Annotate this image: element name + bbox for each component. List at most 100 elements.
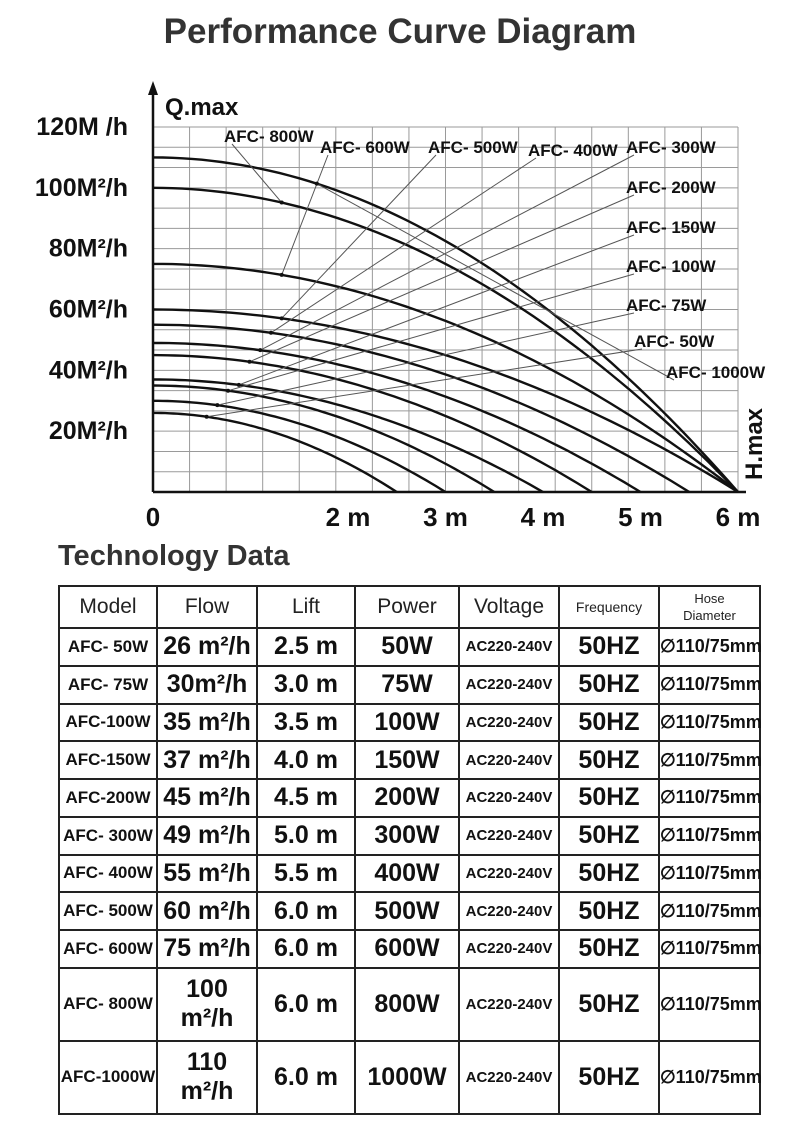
cell-lift: 3.0 m [256,664,356,705]
cell-frequency: 50HZ [558,815,660,856]
x-tick-label: 4 m [521,502,566,532]
cell-flow: 100 m²/h [156,966,258,1042]
cell-hose: ∅110/75mm [658,1039,762,1116]
cell-frequency: 50HZ [558,853,660,894]
cell-voltage: AC220-240V [458,853,560,894]
cell-lift: 4.0 m [256,740,356,780]
cell-flow: 55 m²/h [156,853,258,894]
cell-voltage: AC220-240V [458,664,560,705]
curve-afc-200w [152,353,593,494]
leader-dot [236,382,241,387]
cell-model: AFC- 50W [58,627,158,667]
table-row: AFC-1000W 110 m²/h 6.0 m 1000W AC220-240V 50H… [58,1039,762,1116]
y-tick-label: 120M /h [36,113,128,141]
leader-dot [279,272,284,277]
cell-hose: ∅110/75mm [658,815,762,856]
header-model: Model [58,585,158,629]
cell-hose: ∅110/75mm [658,664,762,705]
table-header-row: Model Flow Lift Power Voltage Frequency … [58,585,761,629]
curve-afc-50w [153,411,398,494]
y-tick-label: 40M²/h [49,356,128,384]
table-row: AFC- 600W 75 m²/h 6.0 m 600W AC220-240V 50HZ ∅… [58,929,762,969]
cell-lift: 6.0 m [256,966,356,1042]
x-tick-label: 5 m [618,502,663,532]
x-axis-title: H.max [741,407,768,480]
tech-data-title: Technology Data [58,540,290,572]
leader-dot [314,181,319,186]
curve-afc-800w [152,186,739,493]
curve-label: AFC- 50W [634,332,715,351]
leader-line [231,143,283,203]
chart-labels: AFC- 50W AFC- 75W AFC- 100W AFC- 150W AFC- 2… [224,127,766,382]
cell-hose: ∅110/75mm [658,891,762,931]
cell-flow: 75 m²/h [156,929,258,969]
cell-power: 50W [354,627,460,667]
y-tick-label: 20M²/h [49,417,128,445]
cell-lift: 6.0 m [256,929,356,969]
cell-frequency: 50HZ [558,778,660,818]
cell-frequency: 50HZ [558,891,660,931]
curve-label: AFC- 150W [626,218,717,237]
leader-dot [226,388,231,393]
header-hose-line1: Hose [694,591,725,606]
curve-label: AFC- 800W [224,127,315,146]
leader-line [238,234,635,386]
curve-label: AFC- 1000W [666,363,766,382]
curve-afc-300w [153,341,642,494]
cell-hose: ∅110/75mm [658,702,762,743]
cell-power: 500W [354,891,460,931]
cell-model: AFC-100W [58,702,158,743]
leader-dot [258,348,263,353]
table-row: AFC- 50W 26 m²/h 2.5 m 50W AC220-240V 50HZ ∅11… [58,627,762,667]
cell-flow: 35 m²/h [156,702,258,743]
y-tick-label: 100M²/h [35,174,128,202]
curve-afc-150w [153,378,544,494]
leader-dot [268,330,273,335]
cell-flow: 26 m²/h [156,627,258,667]
cell-power: 100W [354,702,460,743]
cell-power: 75W [354,664,460,705]
curve-label: AFC- 400W [528,141,619,160]
leader-dot [279,200,284,205]
header-flow: Flow [156,585,258,629]
table-row: AFC- 800W 100 m²/h 6.0 m 800W AC220-240V 50HZ… [58,966,762,1042]
leader-dot [215,403,220,408]
cell-voltage: AC220-240V [458,1039,560,1116]
leader-line [206,348,643,418]
leader-dot [204,414,209,419]
curve-label: AFC- 100W [626,257,717,276]
cell-flow: 30m²/h [156,664,258,705]
cell-power: 400W [354,853,460,894]
performance-curve-chart: 120M /h 100M²/h 80M²/h 60M²/h 40M²/h 20M²/h 0 2… [35,81,768,532]
cell-model: AFC- 600W [58,929,158,969]
cell-power: 150W [354,740,460,780]
table-row: AFC-200W 45 m²/h 4.5 m 200W AC220-240V 50HZ ∅1… [58,778,762,818]
curve-afc-75w [153,399,447,494]
cell-lift: 5.0 m [256,815,356,856]
page-title: Performance Curve Diagram [163,12,637,51]
tech-data-table: Model Flow Lift Power Voltage Frequency … [58,585,762,1116]
curve-afc-1000w [152,156,739,493]
header-voltage: Voltage [458,585,560,629]
cell-frequency: 50HZ [558,929,660,969]
cell-model: AFC- 300W [58,815,158,856]
cell-hose: ∅110/75mm [658,966,762,1042]
cell-flow: 37 m²/h [156,740,258,780]
curve-label: AFC- 75W [626,296,707,315]
cell-flow: 110 m²/h [156,1039,258,1116]
cell-lift: 5.5 m [256,853,356,894]
cell-power: 300W [354,815,460,856]
cell-model: AFC-200W [58,778,158,818]
curve-afc-400w [152,323,690,494]
table-row: AFC- 75W 30m²/h 3.0 m 75W AC220-240V 50HZ ∅110… [58,664,762,705]
table-row: AFC- 300W 49 m²/h 5.0 m 300W AC220-240V 50HZ ∅… [58,815,762,856]
cell-voltage: AC220-240V [458,966,560,1042]
leader-line [316,183,675,381]
cell-lift: 2.5 m [256,627,356,667]
cell-model: AFC- 800W [58,966,158,1042]
cell-frequency: 50HZ [558,740,660,780]
cell-hose: ∅110/75mm [658,627,762,667]
cell-voltage: AC220-240V [458,627,560,667]
cell-flow: 60 m²/h [156,891,258,931]
curve-label: AFC- 500W [428,138,519,157]
